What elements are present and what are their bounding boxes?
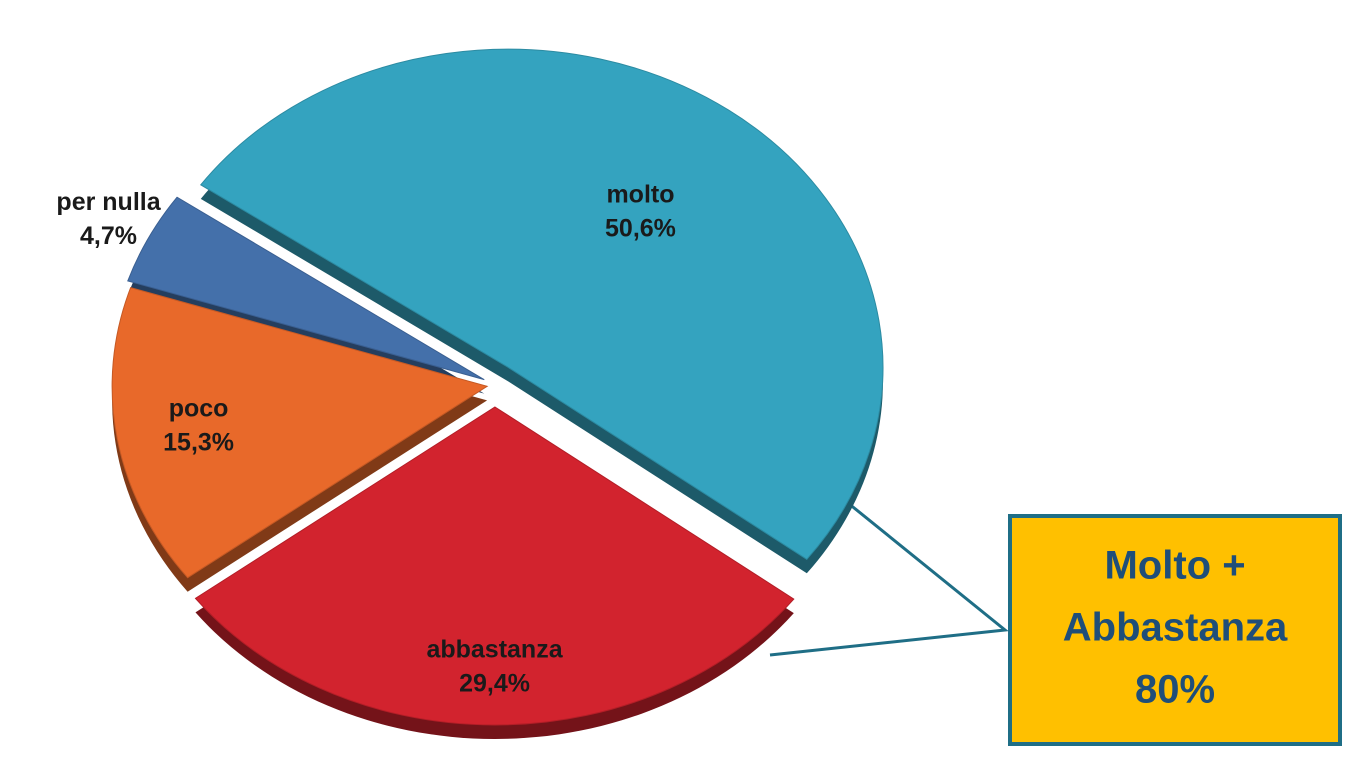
pie-slice xyxy=(194,406,795,726)
slice-value-label: 50,6% xyxy=(605,215,676,243)
callout-text: Abbastanza xyxy=(1063,606,1288,650)
slice-value-label: 4,7% xyxy=(80,222,137,250)
pie-slice xyxy=(127,196,485,381)
pie-slice xyxy=(200,48,884,560)
callout-box xyxy=(1008,514,1342,746)
slice-value-label: 15,3% xyxy=(163,429,234,457)
slice-value-label: 29,4% xyxy=(459,669,530,697)
callout-text: Molto + xyxy=(1104,544,1245,588)
slice-label: poco xyxy=(169,395,229,423)
slice-label: per nulla xyxy=(56,188,161,216)
callout-text: 80% xyxy=(1135,668,1215,712)
pie-slice xyxy=(111,287,489,579)
callout-leader xyxy=(769,501,1009,657)
slice-label: abbastanza xyxy=(426,635,563,663)
slice-label: molto xyxy=(606,181,674,209)
